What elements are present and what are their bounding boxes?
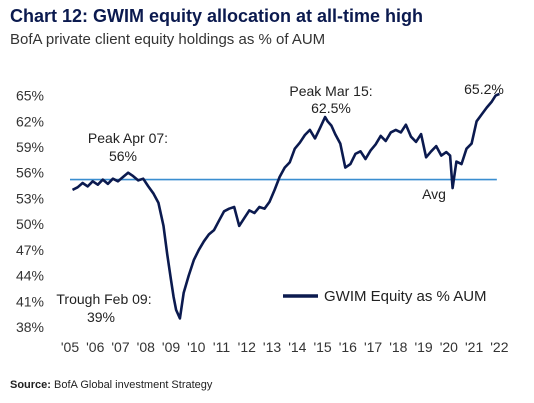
annotation-peak-apr07-value: 56%: [109, 148, 137, 164]
chart-subtitle: BofA private client equity holdings as %…: [10, 31, 326, 48]
annotation-peak-mar15-value: 62.5%: [311, 100, 351, 116]
legend-entry: GWIM Equity as % AUM: [324, 288, 487, 305]
y-axis: 65% 62% 59% 56% 53% 50% 47% 44% 41% 38%: [16, 88, 44, 335]
y-tick-label: 50%: [16, 216, 44, 232]
source-label: Source:: [10, 379, 51, 391]
x-tick-label: '22: [490, 339, 508, 355]
annotations: Peak Apr 07: 56% Peak Mar 15: 62.5% 65.2…: [56, 81, 503, 325]
y-tick-label: 47%: [16, 242, 44, 258]
x-tick-label: '09: [162, 339, 180, 355]
x-axis: '05 '06 '07 '08 '09 '10 '11 '12 '13 '14 '15 '16 '17 '…: [61, 339, 509, 355]
chart-title: Chart 12: GWIM equity allocation at all-…: [10, 6, 424, 26]
x-tick-label: '14: [288, 339, 306, 355]
y-tick-label: 44%: [16, 268, 44, 284]
y-tick-label: 38%: [16, 319, 44, 335]
x-tick-label: '07: [111, 339, 129, 355]
x-tick-label: '19: [414, 339, 432, 355]
x-tick-label: '08: [137, 339, 155, 355]
y-tick-label: 59%: [16, 139, 44, 155]
x-tick-label: '16: [339, 339, 357, 355]
x-tick-label: '18: [389, 339, 407, 355]
x-tick-label: '12: [238, 339, 256, 355]
y-tick-label: 56%: [16, 165, 44, 181]
x-tick-label: '15: [313, 339, 331, 355]
annotation-peak-apr07-label: Peak Apr 07:: [88, 130, 168, 146]
series-line-gwim-equity: [71, 92, 500, 320]
x-tick-label: '10: [187, 339, 205, 355]
x-tick-label: '05: [61, 339, 79, 355]
source-note: Source: BofA Global investment Strategy: [10, 379, 212, 391]
annotation-trough-feb09-value: 39%: [87, 309, 115, 325]
x-tick-label: '17: [364, 339, 382, 355]
legend: GWIM Equity as % AUM: [283, 288, 487, 305]
annotation-peak-mar15-label: Peak Mar 15:: [289, 83, 372, 99]
annotation-trough-feb09-label: Trough Feb 09:: [56, 291, 151, 307]
x-tick-label: '21: [465, 339, 483, 355]
y-tick-label: 62%: [16, 113, 44, 129]
annotation-latest-value: 65.2%: [464, 81, 504, 97]
x-tick-label: '20: [440, 339, 458, 355]
x-tick-label: '11: [213, 339, 230, 355]
source-text: BofA Global investment Strategy: [54, 379, 213, 391]
x-tick-label: '06: [86, 339, 104, 355]
y-tick-label: 41%: [16, 293, 44, 309]
x-tick-label: '13: [263, 339, 281, 355]
y-tick-label: 53%: [16, 190, 44, 206]
average-label: Avg: [422, 186, 446, 202]
y-tick-label: 65%: [16, 88, 44, 104]
